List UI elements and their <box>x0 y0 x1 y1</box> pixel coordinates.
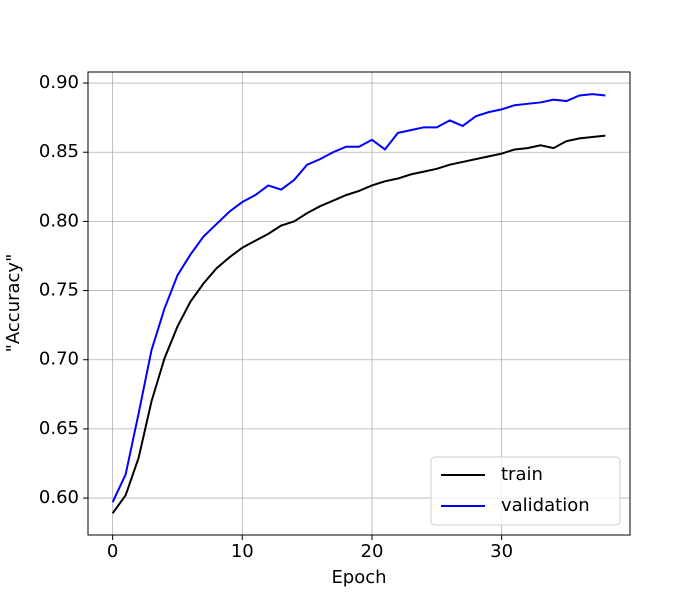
legend: train validation <box>430 456 621 526</box>
x-tick-label: 30 <box>490 541 513 562</box>
y-tick-label: 0.75 <box>39 280 79 301</box>
series-line <box>111 134 606 514</box>
y-tick-label: 0.65 <box>39 418 79 439</box>
y-tick-label: 0.70 <box>39 349 79 370</box>
x-tick-label: 0 <box>107 541 118 562</box>
y-tick-label: 0.80 <box>39 210 79 231</box>
x-tick-label: 20 <box>361 541 384 562</box>
series-line <box>111 93 606 503</box>
plot-frame <box>87 71 631 536</box>
legend-label: validation <box>501 495 590 516</box>
legend-label: train <box>501 464 543 485</box>
y-tick-label: 0.60 <box>39 487 79 508</box>
x-tick-label: 10 <box>231 541 254 562</box>
y-axis-label: "Accuracy" <box>3 254 24 353</box>
y-tick-label: 0.90 <box>39 72 79 93</box>
x-axis-label: Epoch <box>331 567 386 588</box>
y-tick-label: 0.85 <box>39 141 79 162</box>
